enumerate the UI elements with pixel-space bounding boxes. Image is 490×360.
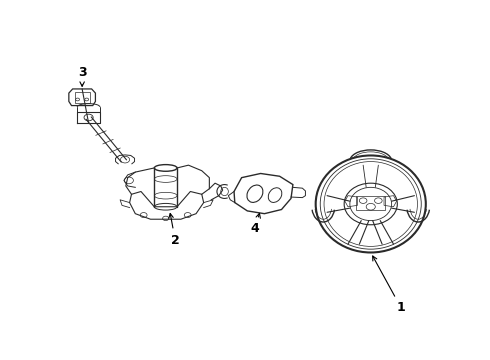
Text: 1: 1 bbox=[373, 256, 406, 314]
Text: 4: 4 bbox=[250, 213, 260, 235]
Text: 2: 2 bbox=[169, 213, 179, 247]
Text: 3: 3 bbox=[78, 66, 86, 86]
